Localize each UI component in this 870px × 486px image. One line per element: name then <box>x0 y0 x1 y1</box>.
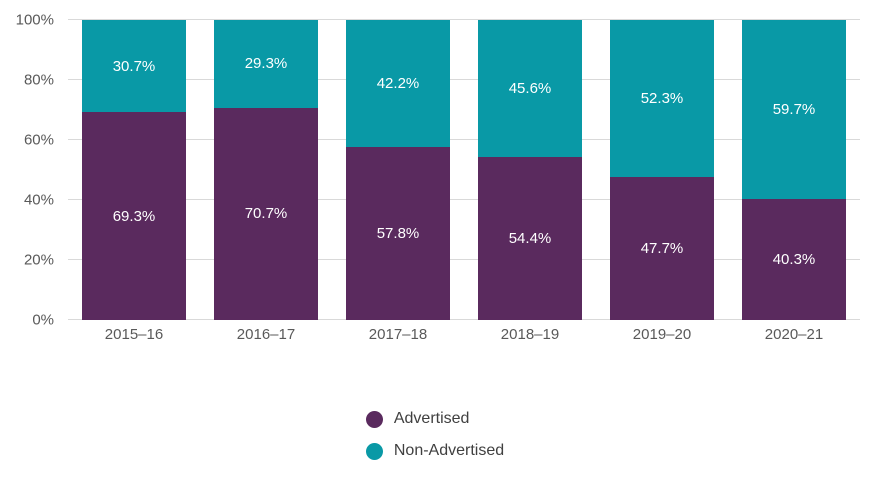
y-axis-tick-label: 100% <box>15 11 54 29</box>
bar-value-label: 47.7% <box>640 239 684 257</box>
x-axis-category-label: 2017–18 <box>368 326 428 343</box>
bar-segment-advertised: 54.4% <box>477 156 583 320</box>
legend-item-non-advertised: Non-Advertised <box>365 442 505 460</box>
bar-value-label: 30.7% <box>112 57 156 75</box>
bar-column: 40.3% 59.7% <box>728 20 860 320</box>
gridline <box>68 139 860 140</box>
bar-column: 69.3% 30.7% <box>68 20 200 320</box>
bar-value-label: 70.7% <box>244 205 288 223</box>
legend-label: Non-Advertised <box>393 442 505 459</box>
x-axis-category-label: 2015–16 <box>104 326 164 343</box>
y-axis-tick-label: 0% <box>32 311 54 329</box>
bar-value-label: 52.3% <box>640 89 684 107</box>
bar-value-label: 45.6% <box>508 79 552 97</box>
x-axis-category-label: 2018–19 <box>500 326 560 343</box>
bar-value-label: 69.3% <box>112 207 156 225</box>
bar-column: 54.4% 45.6% <box>464 20 596 320</box>
stacked-bar: 57.8% 42.2% <box>345 20 451 320</box>
bar-segment-non-advertised: 59.7% <box>741 20 847 200</box>
bar-segment-advertised: 69.3% <box>81 112 187 320</box>
legend-swatch-non-advertised <box>365 442 383 460</box>
y-axis-tick-label: 80% <box>23 71 54 89</box>
bar-column: 70.7% 29.3% <box>200 20 332 320</box>
gridline <box>68 19 860 20</box>
legend-items: Advertised Non-Advertised <box>365 410 505 460</box>
stacked-bar: 69.3% 30.7% <box>81 20 187 320</box>
bar-segment-non-advertised: 52.3% <box>609 20 715 177</box>
bar-value-label: 57.8% <box>376 224 420 242</box>
bar-segment-non-advertised: 29.3% <box>213 20 319 108</box>
bar-segment-non-advertised: 30.7% <box>81 20 187 113</box>
plot-region: 69.3% 30.7% 70.7% 29.3% 57.8% 42.2% 54.4% 45.6%… <box>68 19 860 320</box>
bar-value-label: 29.3% <box>244 55 288 73</box>
y-axis-tick-label: 60% <box>23 131 54 149</box>
bar-segment-advertised: 47.7% <box>609 176 715 320</box>
bar-segment-non-advertised: 42.2% <box>345 20 451 147</box>
stacked-bar: 40.3% 59.7% <box>741 20 847 320</box>
y-axis-tick-label: 40% <box>23 191 54 209</box>
legend-label: Advertised <box>393 410 470 427</box>
bar-column: 57.8% 42.2% <box>332 20 464 320</box>
gridlines <box>68 19 860 320</box>
gridline <box>68 79 860 80</box>
gridline <box>68 199 860 200</box>
x-axis-category-label: 2020–21 <box>764 326 824 343</box>
bar-segment-advertised: 70.7% <box>213 107 319 320</box>
x-axis-category-label: 2016–17 <box>236 326 296 343</box>
y-axis-tick-label: 20% <box>23 251 54 269</box>
x-axis-category-label: 2019–20 <box>632 326 692 343</box>
stacked-bar: 54.4% 45.6% <box>477 20 583 320</box>
bar-value-label: 42.2% <box>376 74 420 92</box>
bar-value-label: 40.3% <box>772 251 816 269</box>
bar-value-label: 59.7% <box>772 101 816 119</box>
chart-legend: Advertised Non-Advertised <box>0 410 870 460</box>
legend-swatch-advertised <box>365 410 383 428</box>
stacked-bar: 70.7% 29.3% <box>213 20 319 320</box>
bar-segment-advertised: 40.3% <box>741 199 847 320</box>
bar-value-label: 54.4% <box>508 229 552 247</box>
x-axis: 2015–16 2016–17 2017–18 2018–19 2019–20 2020–… <box>68 326 860 343</box>
legend-item-advertised: Advertised <box>365 410 504 428</box>
bar-segment-non-advertised: 45.6% <box>477 20 583 157</box>
bar-column: 47.7% 52.3% <box>596 20 728 320</box>
gridline <box>68 319 860 320</box>
stacked-bar: 47.7% 52.3% <box>609 20 715 320</box>
bar-segment-advertised: 57.8% <box>345 146 451 320</box>
y-axis: 0% 20% 40% 60% 80% 100% <box>0 13 60 328</box>
bars: 69.3% 30.7% 70.7% 29.3% 57.8% 42.2% 54.4% 45.6%… <box>68 20 860 320</box>
gridline <box>68 259 860 260</box>
